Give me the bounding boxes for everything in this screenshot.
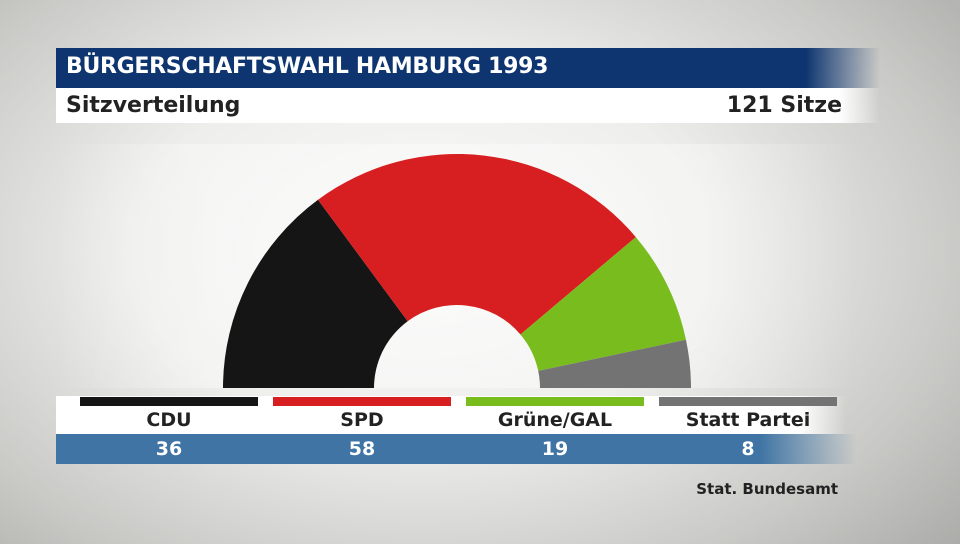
seat-value-cdu: 36 (155, 438, 183, 460)
legend-label: Grüne/GAL (497, 409, 613, 431)
title-bar: BÜRGERSCHAFTSWAHL HAMBURG 1993 (56, 48, 880, 88)
chart-panel (56, 144, 856, 388)
seat-value-gr-ne-gal: 19 (541, 438, 569, 460)
legend-label: SPD (340, 409, 384, 431)
legend-swatch (659, 397, 837, 406)
chart-title: BÜRGERSCHAFTSWAHL HAMBURG 1993 (66, 54, 549, 79)
legend-item-cdu: CDU (80, 396, 258, 434)
subtitle-bar: Sitzverteilung 121 Sitze (56, 88, 880, 123)
chart-subtitle: Sitzverteilung (66, 93, 241, 118)
legend-swatch (466, 397, 644, 406)
seat-value-statt-partei: 8 (741, 438, 755, 460)
parliament-chart (223, 153, 691, 388)
seat-slice-spd (317, 153, 636, 335)
legend-swatch (80, 397, 258, 406)
legend-label: Statt Partei (685, 409, 811, 431)
legend-item-spd: SPD (273, 396, 451, 434)
legend-item-gr-ne-gal: Grüne/GAL (466, 396, 644, 434)
legend-bar: CDU SPD Grüne/GAL Statt Partei (56, 396, 846, 434)
legend-swatch (273, 397, 451, 406)
seat-slice-cdu (223, 199, 408, 388)
seat-slice-statt-partei (538, 339, 691, 388)
seat-values-bar: 36 58 19 8 (56, 434, 856, 464)
legend-label: CDU (146, 409, 192, 431)
legend-item-statt-partei: Statt Partei (659, 396, 837, 434)
seat-slice-gr-ne-gal (520, 237, 686, 371)
source-label: Stat. Bundesamt (696, 480, 838, 498)
total-seats: 121 Sitze (726, 93, 842, 118)
seat-value-spd: 58 (348, 438, 376, 460)
